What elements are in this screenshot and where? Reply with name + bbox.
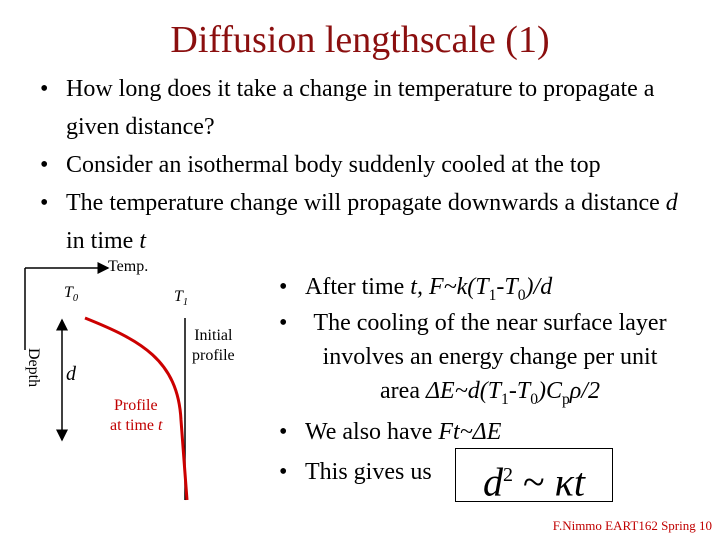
label-text: T [64, 284, 73, 301]
label-text: Profile [114, 397, 158, 414]
bullet: • Consider an isothermal body suddenly co… [40, 152, 601, 178]
bullet-text: Consider an isothermal body suddenly coo… [66, 152, 601, 178]
bullet-text: 0 [530, 390, 538, 408]
equation: d2 ~ κt [455, 448, 613, 505]
bullet-text: After time [305, 274, 411, 300]
equation-part: ~ [523, 459, 545, 505]
bullet-text: We also have [305, 419, 439, 445]
equation-part: d [483, 459, 504, 505]
bullet-text: d [665, 190, 678, 216]
label: Initial profile [192, 326, 235, 366]
bullet-text: 0 [517, 286, 526, 304]
label: d [66, 363, 76, 385]
axis-label: Temp. [108, 258, 149, 275]
bullet-text: ΔE~d(T [425, 378, 502, 404]
bullet-text: )C [537, 378, 562, 404]
footer: F.Nimmo EART162 Spring 10 [552, 518, 712, 533]
bullet-text: in time [66, 228, 140, 254]
axis-label: Depth [25, 348, 42, 388]
bullet-text: p [561, 390, 570, 408]
label-text: 0 [72, 293, 79, 305]
bullet: • This gives us [279, 459, 432, 485]
equation-part: κt [554, 459, 585, 505]
bullet-text: -T [508, 378, 531, 404]
bullet: • After time t, F~k(T1-T0)/d [279, 274, 553, 304]
label: T0 [64, 284, 78, 304]
title: Diffusion lengthscale (1) [170, 19, 550, 61]
bullet: • The cooling of the near surface layer i… [279, 310, 667, 408]
bullet-text: Ft~ΔE [438, 419, 502, 445]
bullet-text: t, F~k(T [410, 274, 489, 300]
bullet: • How long does it take a change in tempe… [40, 76, 655, 140]
bullet-text: 1 [488, 286, 497, 304]
label-text: profile [192, 347, 235, 364]
bullet-text: -T [496, 274, 518, 300]
label-text: at time [110, 417, 158, 434]
label: T1 [174, 288, 188, 308]
bullet-text: This gives us [305, 459, 432, 485]
bullet-text: )/d [525, 274, 553, 300]
bullet-text: The cooling of the near surface layer in… [313, 310, 667, 404]
label-text: T [174, 288, 183, 305]
bullet-text: ρ/2 [569, 378, 600, 404]
bullet-text: How long does it take a change in temper… [66, 76, 655, 140]
label-text: 1 [182, 297, 189, 309]
bullet: • The temperature change will propagate d… [40, 190, 678, 254]
label-text: t [157, 417, 163, 434]
bullet-text: 1 [501, 390, 509, 408]
label: Profile at time t [110, 396, 162, 436]
profile-curve [84, 316, 189, 501]
equation-part: 2 [503, 464, 514, 486]
label-text: Initial [194, 327, 233, 344]
bullet: • We also have Ft~ΔE [279, 419, 502, 445]
bullet-text: The temperature change will propagate do… [66, 190, 666, 216]
bullet-text: t [139, 228, 146, 254]
